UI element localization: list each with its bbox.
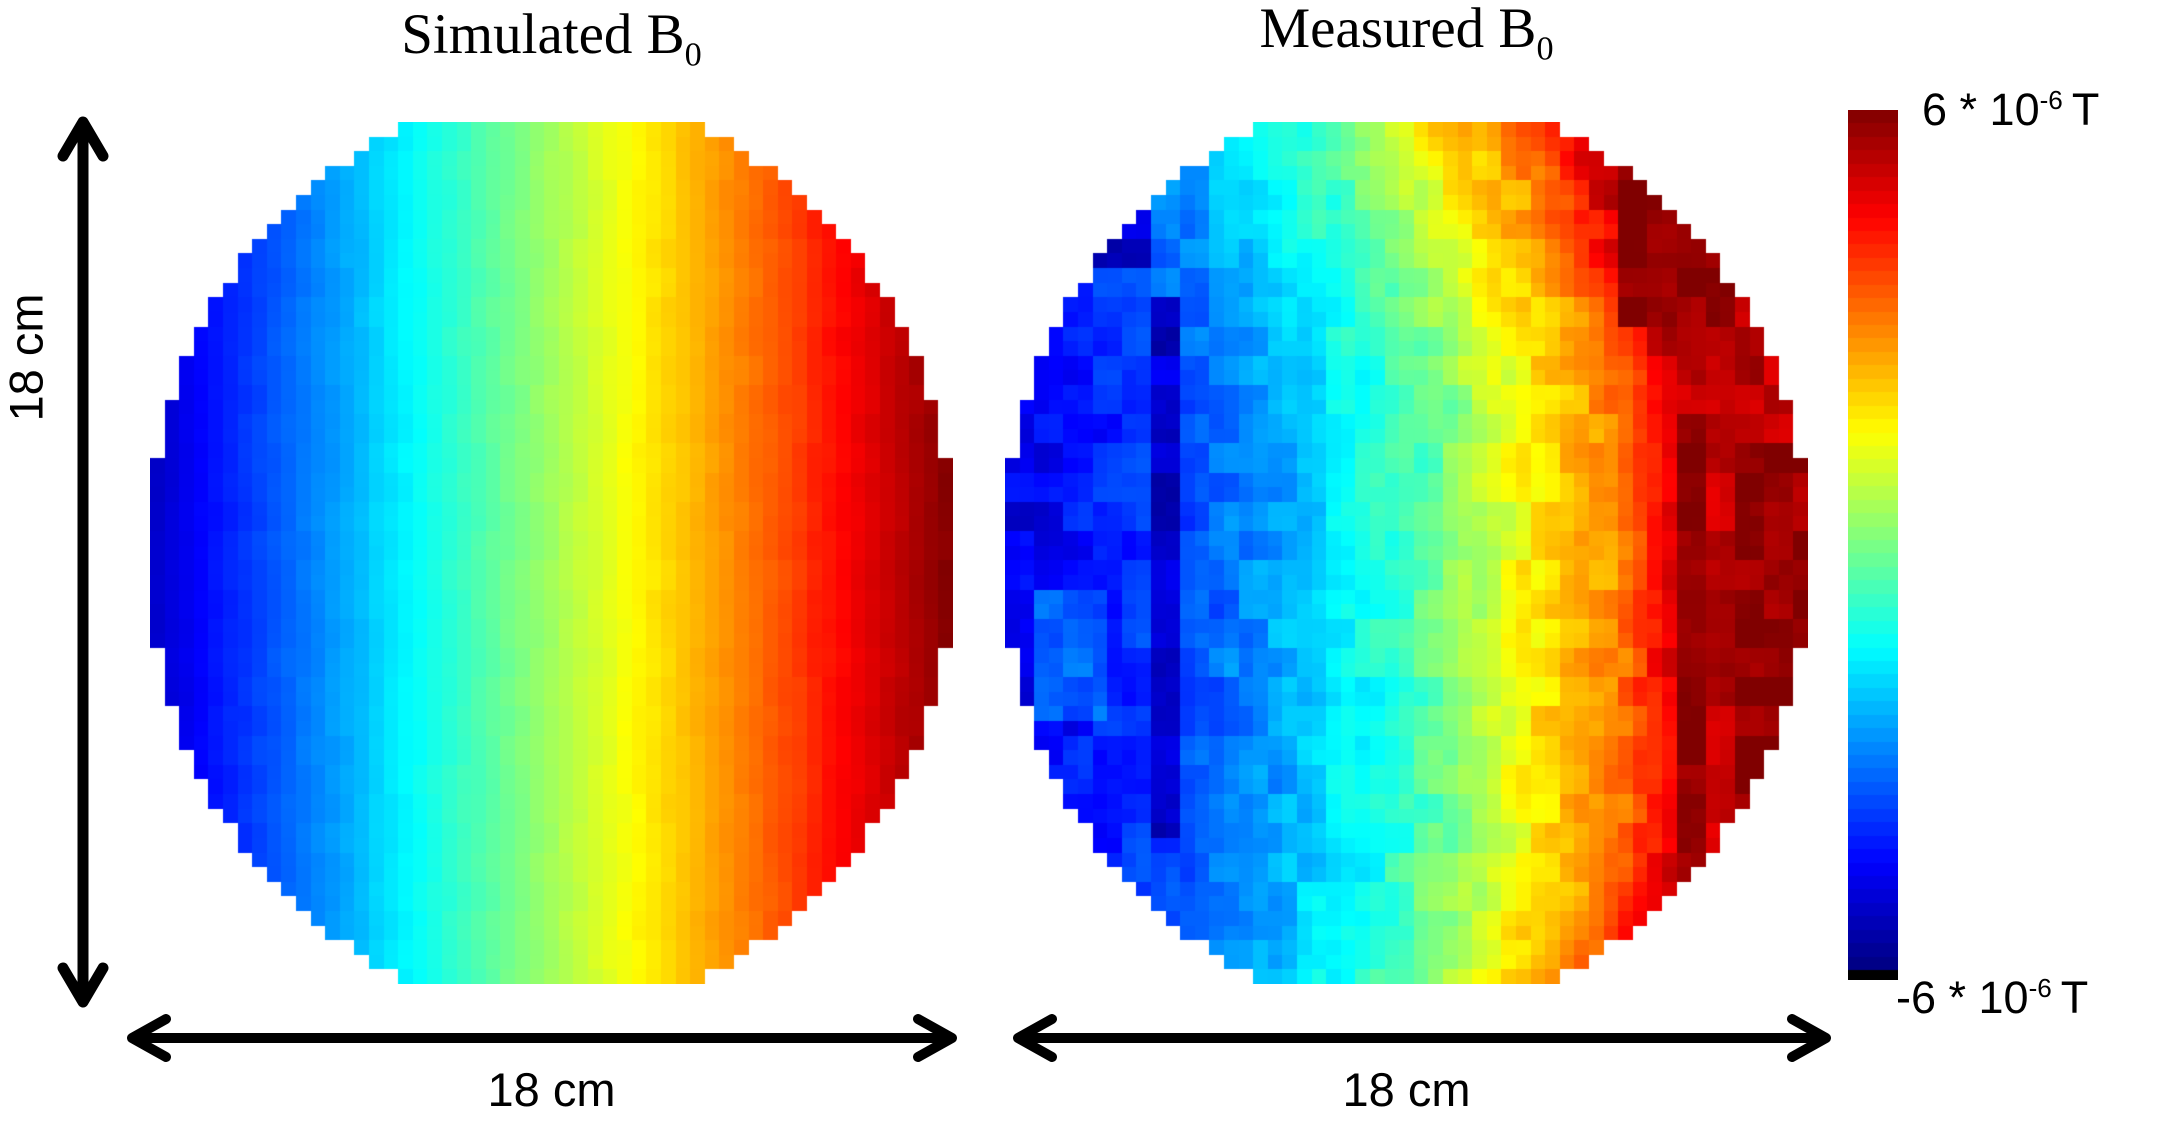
measured-title-subscript: 0 xyxy=(1536,30,1554,68)
measured-panel-title: Measured B0 xyxy=(1005,0,1808,66)
colorbar-max-label: 6 * 10-6 T xyxy=(1922,84,2099,136)
colorbar-max-unit: T xyxy=(2071,84,2100,135)
width-dimension-arrow-left xyxy=(127,1014,957,1062)
colorbar xyxy=(1848,110,1898,980)
arrow-head-up-icon xyxy=(57,116,109,162)
arrow-head-left-icon xyxy=(127,1014,171,1062)
colorbar-max-base: 6 * 10 xyxy=(1922,84,2040,135)
height-dimension-label-box: 18 cm xyxy=(0,293,53,421)
colorbar-max-superscript: -6 xyxy=(2039,85,2063,115)
simulated-panel-title: Simulated B0 xyxy=(150,3,953,72)
colorbar-min-unit: T xyxy=(2060,972,2089,1023)
width-dimension-label-left: 18 cm xyxy=(487,1063,616,1116)
simulated-title-subscript: 0 xyxy=(684,36,702,74)
height-dimension-label: 18 cm xyxy=(0,293,53,421)
colorbar-min-label: -6 * 10-6 T xyxy=(1896,972,2088,1024)
colorbar-min-superscript: -6 xyxy=(2028,973,2052,1003)
measured-title-text: Measured B xyxy=(1259,0,1537,60)
colorbar-gradient xyxy=(1848,110,1898,980)
width-dimension-label-right: 18 cm xyxy=(1342,1063,1471,1116)
height-dimension-arrow xyxy=(57,116,109,1008)
measured-b0-heatmap xyxy=(1005,122,1808,984)
colorbar-min-base: -6 * 10 xyxy=(1896,972,2029,1023)
width-dimension-arrow-right xyxy=(1013,1014,1831,1062)
arrow-head-right-icon xyxy=(913,1014,957,1062)
simulated-b0-heatmap xyxy=(150,122,953,984)
arrow-head-left-icon xyxy=(1013,1014,1057,1062)
arrow-head-right-icon xyxy=(1787,1014,1831,1062)
simulated-title-text: Simulated B xyxy=(401,3,685,66)
arrow-head-down-icon xyxy=(57,962,109,1008)
